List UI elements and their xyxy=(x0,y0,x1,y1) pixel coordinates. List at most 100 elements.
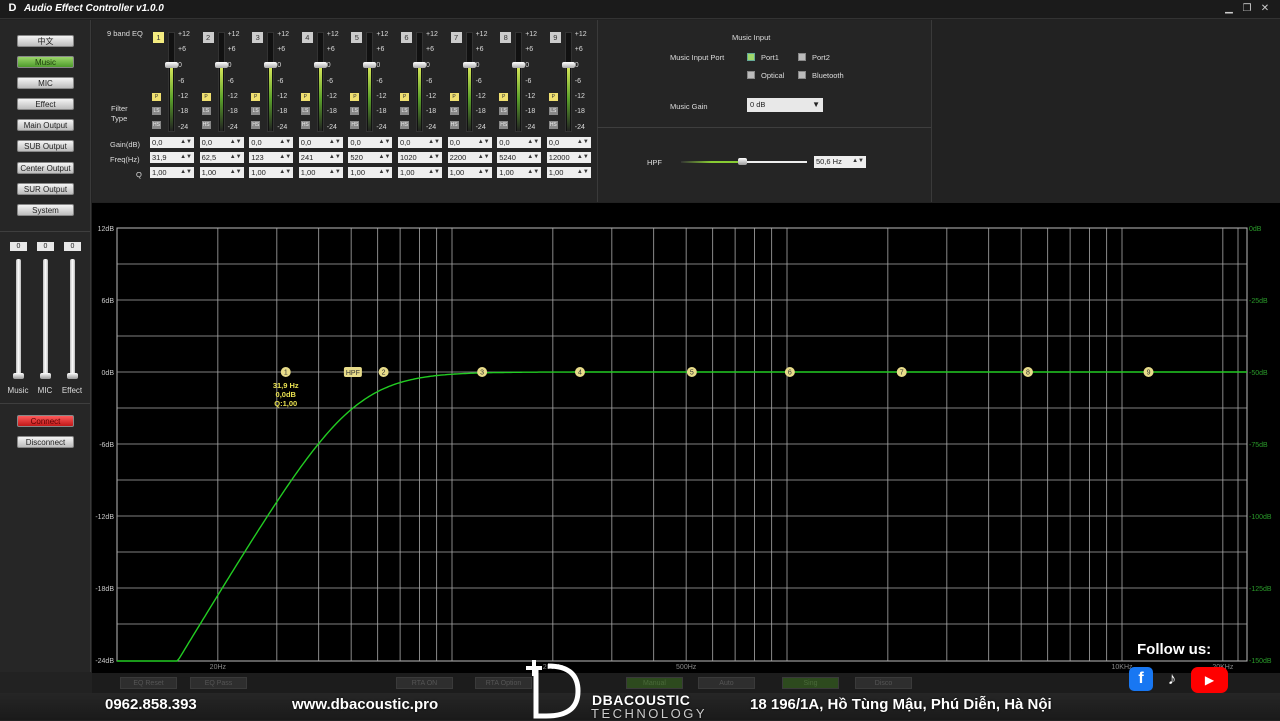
filter-type-ls-button[interactable]: LS xyxy=(548,107,558,115)
restore-button[interactable]: ❐ xyxy=(1242,3,1252,14)
spin-arrows-icon[interactable]: ▲▼ xyxy=(477,139,490,145)
filter-type-ls-button[interactable]: LS xyxy=(400,107,409,115)
band-gain-input[interactable]: 0,0 ▲▼ xyxy=(249,137,294,148)
spin-arrows-icon[interactable]: ▲▼ xyxy=(279,139,292,145)
spin-arrows-icon[interactable]: ▲▼ xyxy=(279,154,292,160)
filter-type-ls-button[interactable]: LS xyxy=(499,107,509,115)
band-q-input[interactable]: 1,00 ▲▼ xyxy=(199,167,244,178)
band-gain-thumb-4[interactable] xyxy=(313,62,327,68)
spin-arrows-icon[interactable]: ▲▼ xyxy=(279,169,292,175)
filter-type-p-button[interactable]: P xyxy=(350,93,360,101)
spin-arrows-icon[interactable]: ▲▼ xyxy=(477,169,490,175)
spin-arrows-icon[interactable]: ▲▼ xyxy=(527,169,540,175)
filter-type-ls-button[interactable]: LS xyxy=(300,107,310,115)
spin-arrows-icon[interactable]: ▲▼ xyxy=(378,139,391,145)
band-freq-input[interactable]: 31,9 ▲▼ xyxy=(150,152,194,163)
spin-arrows-icon[interactable]: ▲▼ xyxy=(576,169,589,175)
band-gain-input[interactable]: 0,0 ▲▼ xyxy=(199,137,244,148)
band-gain-input[interactable]: 0,0 ▲▼ xyxy=(546,137,591,148)
band-gain-thumb-3[interactable] xyxy=(264,62,278,68)
connect-button[interactable]: Connect xyxy=(17,415,74,427)
band-select-8[interactable]: 8 xyxy=(500,32,512,43)
band-marker[interactable] xyxy=(378,367,389,377)
filter-type-p-button[interactable]: P xyxy=(201,93,211,101)
filter-type-ls-button[interactable]: LS xyxy=(152,107,161,115)
band-gain-thumb-5[interactable] xyxy=(363,62,377,68)
spin-arrows-icon[interactable]: ▲▼ xyxy=(527,139,540,145)
spin-arrows-icon[interactable]: ▲▼ xyxy=(229,139,242,145)
bottom-button[interactable]: EQ Pass xyxy=(190,677,247,689)
band-gain-input[interactable]: 0,0 ▲▼ xyxy=(447,137,492,148)
filter-type-hs-button[interactable]: HS xyxy=(201,121,211,129)
volume-slider-thumb[interactable] xyxy=(67,373,78,379)
filter-type-ls-button[interactable]: LS xyxy=(350,107,360,115)
nav-button[interactable]: Music xyxy=(17,56,74,68)
filter-type-p-button[interactable]: P xyxy=(152,93,161,101)
filter-type-hs-button[interactable]: HS xyxy=(350,121,360,129)
band-gain-thumb-2[interactable] xyxy=(214,62,228,68)
bottom-button[interactable]: Disco xyxy=(855,677,912,689)
facebook-icon[interactable]: f xyxy=(1129,667,1153,691)
filter-type-ls-button[interactable]: LS xyxy=(251,107,261,115)
band-gain-slider-5[interactable] xyxy=(366,32,374,132)
band-q-input[interactable]: 1,00 ▲▼ xyxy=(447,167,492,178)
band-marker[interactable] xyxy=(477,367,488,377)
volume-value-mic[interactable]: 0 xyxy=(37,242,54,251)
spin-arrows-icon[interactable]: ▲▼ xyxy=(328,169,341,175)
bottom-button[interactable]: EQ Reset xyxy=(120,677,177,689)
port-checkbox-optical[interactable] xyxy=(747,71,755,79)
volume-slider-thumb[interactable] xyxy=(40,373,51,379)
hpf-slider-thumb[interactable] xyxy=(738,158,747,165)
band-gain-slider-6[interactable] xyxy=(416,32,423,132)
nav-button[interactable]: SUB Output xyxy=(17,140,74,152)
nav-button[interactable]: SUR Output xyxy=(17,183,74,195)
filter-type-p-button[interactable]: P xyxy=(548,93,558,101)
nav-button[interactable]: Effect xyxy=(17,98,74,110)
band-q-input[interactable]: 1,00 ▲▼ xyxy=(298,167,343,178)
volume-value-music[interactable]: 0 xyxy=(10,242,27,251)
band-select-1[interactable]: 1 xyxy=(153,32,164,43)
filter-type-p-button[interactable]: P xyxy=(499,93,509,101)
band-marker[interactable] xyxy=(896,367,907,377)
band-q-input[interactable]: 1,00 ▲▼ xyxy=(398,167,442,178)
filter-type-p-button[interactable]: P xyxy=(300,93,310,101)
band-marker[interactable] xyxy=(280,367,291,377)
nav-button[interactable]: Main Output xyxy=(17,119,74,131)
port-checkbox-port2[interactable] xyxy=(798,53,806,61)
spin-arrows-icon[interactable]: ▲▼ xyxy=(428,139,440,145)
band-freq-input[interactable]: 241 ▲▼ xyxy=(298,152,343,163)
band-marker[interactable] xyxy=(1022,367,1033,377)
band-gain-slider-3[interactable] xyxy=(267,32,275,132)
disconnect-button[interactable]: Disconnect xyxy=(17,436,74,448)
spin-arrows-icon[interactable]: ▲▼ xyxy=(852,158,864,164)
band-freq-input[interactable]: 123 ▲▼ xyxy=(249,152,294,163)
volume-slider-thumb[interactable] xyxy=(13,373,24,379)
spin-arrows-icon[interactable]: ▲▼ xyxy=(428,169,440,175)
bottom-button[interactable]: Sing xyxy=(782,677,839,689)
volume-slider-music[interactable] xyxy=(16,259,21,379)
close-button[interactable]: ✕ xyxy=(1260,3,1270,14)
volume-slider-effect[interactable] xyxy=(70,259,75,379)
youtube-icon[interactable]: ▶ xyxy=(1191,667,1228,693)
filter-type-p-button[interactable]: P xyxy=(400,93,409,101)
band-gain-thumb-6[interactable] xyxy=(413,62,426,68)
hpf-value-input[interactable]: 50,6 Hz ▲▼ xyxy=(814,156,866,168)
bottom-button[interactable]: RTA Option xyxy=(475,677,532,689)
spin-arrows-icon[interactable]: ▲▼ xyxy=(576,154,589,160)
band-select-5[interactable]: 5 xyxy=(351,32,363,43)
bottom-button[interactable]: Manual xyxy=(626,677,683,689)
spin-arrows-icon[interactable]: ▲▼ xyxy=(328,154,341,160)
band-gain-slider-2[interactable] xyxy=(217,32,225,132)
filter-type-hs-button[interactable]: HS xyxy=(400,121,409,129)
volume-value-effect[interactable]: 0 xyxy=(64,242,81,251)
nav-button[interactable]: System xyxy=(17,204,74,216)
band-gain-input[interactable]: 0,0 ▲▼ xyxy=(497,137,542,148)
band-marker[interactable] xyxy=(574,367,585,377)
band-gain-slider-9[interactable] xyxy=(564,32,572,132)
spin-arrows-icon[interactable]: ▲▼ xyxy=(229,154,242,160)
band-gain-slider-8[interactable] xyxy=(515,32,523,132)
band-gain-slider-1[interactable] xyxy=(168,32,175,132)
music-gain-select[interactable]: 0 dB ▼ xyxy=(747,98,823,112)
band-marker[interactable] xyxy=(686,367,697,377)
spin-arrows-icon[interactable]: ▲▼ xyxy=(378,154,391,160)
